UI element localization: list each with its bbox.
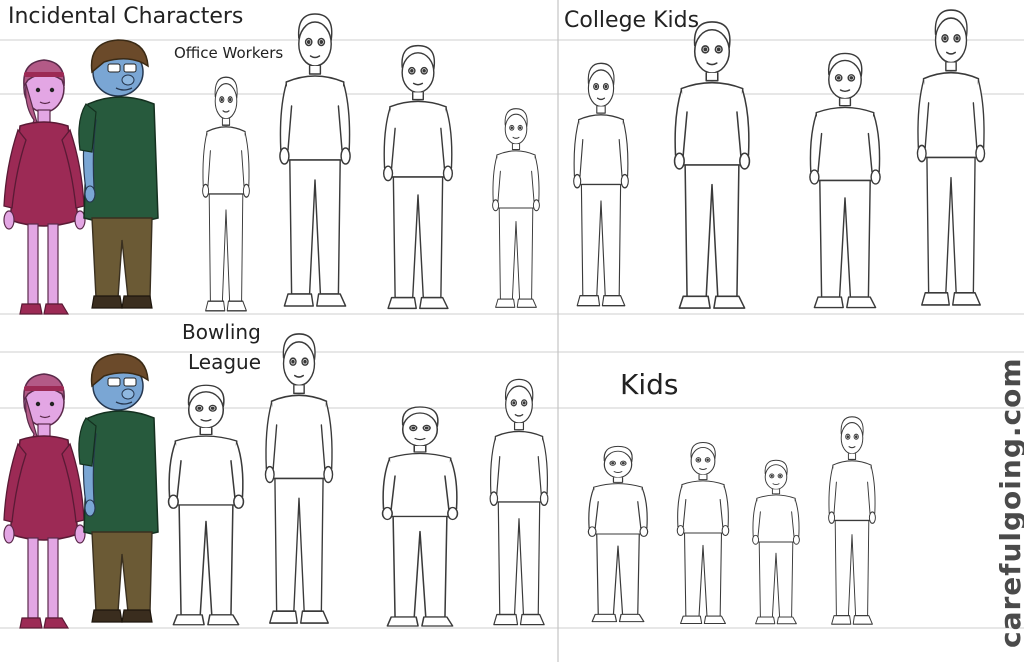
incidental-woman-bottom	[3, 373, 86, 629]
office-worker-1	[201, 76, 251, 312]
office-worker-3	[382, 44, 454, 310]
kid-1	[587, 445, 649, 623]
office-worker-2	[279, 13, 351, 307]
office-worker-4	[492, 108, 540, 308]
title-bowling-line1: Bowling	[182, 320, 261, 344]
title-incidental-characters: Incidental Characters	[8, 4, 244, 29]
title-bowling-line2: League	[188, 350, 262, 374]
bowling-member-1	[167, 384, 245, 626]
watermark: carefulgoing.com	[994, 357, 1024, 648]
college-kid-3	[809, 52, 881, 309]
title-college-kids: College Kids	[564, 8, 700, 33]
bowling-member-4	[489, 378, 549, 626]
college-kid-4	[916, 9, 986, 306]
incidental-woman-top	[3, 59, 86, 315]
title-kids: Kids	[620, 368, 679, 401]
incidental-man-bottom	[78, 353, 159, 623]
bowling-member-2	[264, 333, 334, 624]
kid-4	[828, 416, 876, 625]
college-kid-1	[573, 62, 629, 307]
incidental-man-top	[78, 39, 159, 309]
bowling-member-3	[381, 406, 459, 627]
kid-3	[752, 459, 800, 625]
title-office-workers: Office Workers	[174, 44, 284, 62]
kid-2	[676, 441, 730, 625]
college-kid-2	[673, 21, 751, 309]
